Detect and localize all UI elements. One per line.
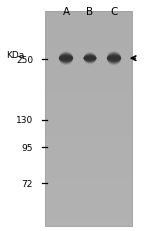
Bar (45, 65, 132, 71)
Bar (45, 210, 132, 216)
Bar (45, 216, 132, 221)
Bar (45, 12, 132, 226)
Bar (45, 173, 132, 178)
Bar (45, 17, 132, 22)
Bar (45, 108, 132, 114)
Ellipse shape (107, 52, 121, 66)
Ellipse shape (84, 57, 96, 61)
Ellipse shape (84, 56, 96, 62)
Bar (45, 49, 132, 55)
Ellipse shape (84, 54, 96, 64)
Bar (45, 157, 132, 162)
Bar (45, 221, 132, 226)
Bar (45, 55, 132, 60)
Bar (45, 81, 132, 87)
Ellipse shape (107, 55, 121, 63)
Ellipse shape (59, 53, 73, 65)
Ellipse shape (84, 53, 96, 65)
Bar (45, 140, 132, 146)
Bar (45, 178, 132, 183)
Bar (45, 97, 132, 103)
Bar (45, 103, 132, 108)
Bar (45, 135, 132, 140)
Ellipse shape (59, 55, 73, 63)
Ellipse shape (59, 56, 73, 61)
Text: C: C (110, 7, 118, 17)
Ellipse shape (84, 55, 96, 63)
Text: B: B (86, 7, 94, 17)
Text: 250: 250 (16, 56, 33, 64)
Bar (45, 189, 132, 194)
Ellipse shape (59, 54, 73, 64)
Bar (45, 87, 132, 92)
Bar (45, 22, 132, 28)
Bar (45, 92, 132, 97)
Bar (45, 200, 132, 205)
Ellipse shape (59, 55, 73, 62)
Bar (45, 205, 132, 210)
Ellipse shape (107, 53, 121, 64)
Bar (45, 12, 132, 17)
Ellipse shape (107, 54, 121, 64)
Ellipse shape (107, 52, 121, 65)
Bar (45, 194, 132, 200)
Text: 95: 95 (21, 143, 33, 152)
Bar (45, 167, 132, 173)
Text: A: A (62, 7, 70, 17)
Text: KDa: KDa (6, 51, 24, 60)
Bar (45, 33, 132, 38)
Bar (45, 183, 132, 189)
Ellipse shape (59, 52, 73, 66)
Bar (45, 130, 132, 135)
Bar (45, 71, 132, 76)
Text: 72: 72 (22, 179, 33, 188)
Bar (45, 162, 132, 167)
Bar (45, 146, 132, 151)
Bar (45, 151, 132, 157)
Bar (45, 28, 132, 33)
Ellipse shape (84, 54, 96, 64)
Bar (45, 44, 132, 49)
Bar (45, 114, 132, 119)
Bar (45, 76, 132, 81)
Bar (45, 60, 132, 65)
Bar (45, 38, 132, 44)
Ellipse shape (107, 56, 121, 61)
Bar (45, 124, 132, 130)
Bar (45, 119, 132, 124)
Text: 130: 130 (16, 116, 33, 125)
